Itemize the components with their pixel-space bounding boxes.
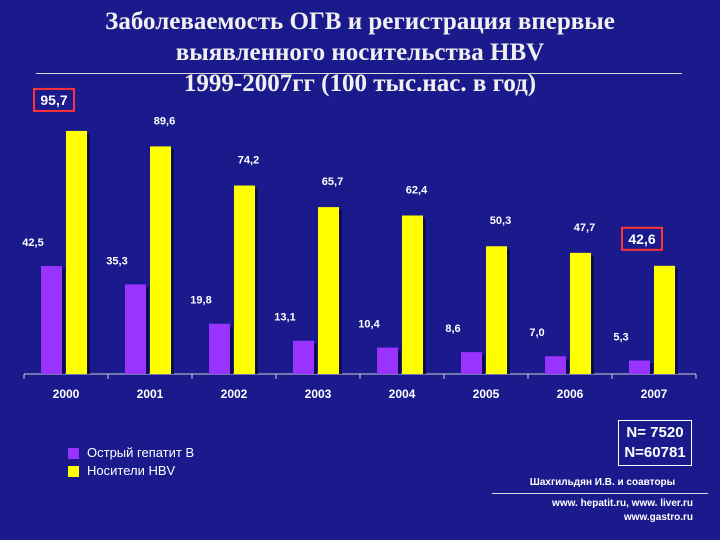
bar-chart: 42,5 95,7 2000 35,3 89,6 2001 19,8 74,2 2002 13,1… bbox=[22, 87, 697, 401]
authors-credit: Шахгильдян И.В. и соавторы bbox=[529, 477, 676, 488]
bar-acute-hepatitis bbox=[125, 284, 146, 374]
bar-hbv-carriers bbox=[234, 185, 255, 374]
total-hbv-carriers: N=60781 bbox=[624, 444, 686, 461]
data-label-hbv-carriers: 95,7 bbox=[40, 92, 67, 108]
data-label-acute-hepatitis: 13,1 bbox=[274, 312, 295, 324]
data-label-acute-hepatitis: 8,6 bbox=[445, 323, 460, 335]
data-label-hbv-carriers: 62,4 bbox=[406, 185, 428, 197]
bar-acute-hepatitis bbox=[629, 360, 650, 374]
bar-acute-hepatitis bbox=[377, 347, 398, 374]
data-label-hbv-carriers: 89,6 bbox=[154, 115, 175, 127]
data-label-acute-hepatitis: 10,4 bbox=[358, 319, 380, 331]
bar-hbv-carriers bbox=[486, 246, 507, 374]
x-tick-label: 2005 bbox=[473, 387, 500, 401]
chart-legend: Острый гепатит В Носители HBV bbox=[68, 444, 194, 480]
bar-acute-hepatitis bbox=[41, 266, 62, 374]
x-tick-label: 2001 bbox=[137, 387, 164, 401]
bar-hbv-carriers bbox=[570, 252, 591, 374]
title-line-2: выявленного носительства HBV bbox=[175, 39, 545, 66]
source-links-line-2: www.gastro.ru bbox=[623, 512, 693, 523]
data-label-acute-hepatitis: 19,8 bbox=[190, 295, 211, 307]
title-underline bbox=[36, 73, 682, 74]
bar-hbv-carriers bbox=[66, 130, 87, 374]
x-tick-label: 2000 bbox=[53, 387, 80, 401]
bar-hbv-carriers bbox=[654, 265, 675, 374]
x-tick-label: 2002 bbox=[221, 387, 248, 401]
data-label-acute-hepatitis: 7,0 bbox=[529, 327, 544, 339]
x-tick-label: 2007 bbox=[641, 387, 668, 401]
data-label-acute-hepatitis: 42,5 bbox=[22, 237, 43, 249]
x-tick-label: 2003 bbox=[305, 387, 332, 401]
total-acute-hepatitis: N= 7520 bbox=[626, 424, 684, 441]
legend-swatch-hbv-carriers bbox=[68, 465, 79, 477]
data-label-hbv-carriers: 47,7 bbox=[574, 222, 595, 234]
bar-hbv-carriers bbox=[318, 207, 339, 374]
totals-box: N= 7520 N=60781 bbox=[618, 420, 692, 466]
title-line-3: 1999-2007гг (100 тыс.нас. в год) bbox=[183, 70, 537, 97]
bar-acute-hepatitis bbox=[209, 323, 230, 374]
slide-title: Заболеваемость ОГВ и регистрация впервые… bbox=[0, 6, 720, 99]
source-links-line-1: www. hepatit.ru, www. liver.ru bbox=[552, 498, 693, 509]
data-label-acute-hepatitis: 35,3 bbox=[106, 255, 127, 267]
legend-label-hbv-carriers: Носители HBV bbox=[87, 463, 176, 478]
legend-swatch-acute-hepatitis bbox=[68, 447, 79, 459]
data-label-hbv-carriers: 65,7 bbox=[322, 176, 343, 188]
data-label-hbv-carriers: 42,6 bbox=[628, 231, 655, 247]
bar-acute-hepatitis bbox=[545, 356, 566, 374]
highlight-box bbox=[621, 226, 663, 251]
bar-hbv-carriers bbox=[150, 146, 171, 374]
authors-underline bbox=[492, 493, 708, 494]
source-links: www. hepatit.ru, www. liver.ru www.gastr… bbox=[490, 497, 693, 525]
legend-item-acute-hepatitis: Острый гепатит В bbox=[68, 444, 194, 462]
x-tick-label: 2004 bbox=[389, 387, 416, 401]
bar-acute-hepatitis bbox=[293, 340, 314, 374]
data-label-hbv-carriers: 50,3 bbox=[490, 215, 511, 227]
data-label-hbv-carriers: 74,2 bbox=[238, 155, 259, 167]
legend-item-hbv-carriers: Носители HBV bbox=[68, 462, 194, 480]
data-label-acute-hepatitis: 5,3 bbox=[613, 332, 628, 344]
title-line-1: Заболеваемость ОГВ и регистрация впервые bbox=[105, 8, 615, 35]
legend-label-acute-hepatitis: Острый гепатит В bbox=[87, 445, 195, 460]
bar-hbv-carriers bbox=[402, 215, 423, 374]
highlight-box bbox=[33, 87, 75, 112]
x-tick-label: 2006 bbox=[557, 387, 584, 401]
bar-acute-hepatitis bbox=[461, 352, 482, 374]
